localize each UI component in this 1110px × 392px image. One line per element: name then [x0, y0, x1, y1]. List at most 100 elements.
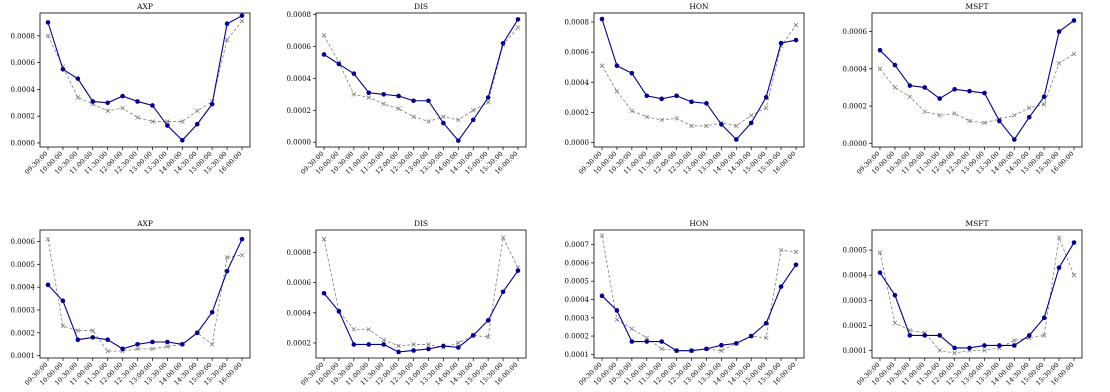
y-tick-label: 0.0007 [565, 241, 590, 249]
subplot-dis-bottom: DIS0.00020.00040.00060.000809:30:0010:00… [287, 219, 527, 387]
data-point-circle [734, 341, 739, 346]
axes-frame [315, 229, 527, 359]
data-point-circle [1056, 265, 1062, 270]
data-point-x-marker [321, 236, 327, 242]
data-point-x-marker [1071, 272, 1077, 278]
data-point-x-marker [689, 123, 694, 129]
data-point-x-marker [224, 255, 230, 260]
data-point-x-marker [426, 119, 431, 124]
data-point-circle [997, 118, 1002, 124]
data-point-x-marker [105, 108, 110, 114]
y-tick-label: 0.0002 [11, 113, 36, 121]
data-point-circle [321, 52, 327, 57]
data-point-x-marker [907, 94, 913, 100]
data-point-x-marker [659, 346, 664, 352]
data-point-circle [351, 71, 357, 76]
data-point-x-marker [644, 335, 650, 341]
data-point-circle [689, 99, 694, 105]
data-point-x-marker [224, 37, 230, 43]
series-line-dashed [601, 235, 797, 352]
y-tick-label: 0.0001 [11, 352, 36, 360]
data-point-circle [366, 342, 372, 347]
data-point-circle [1012, 137, 1017, 142]
data-point-x-marker [351, 92, 357, 97]
data-point-circle [689, 348, 694, 353]
y-tick-label: 0.0008 [287, 249, 312, 257]
y-tick-label: 0.0003 [843, 297, 868, 305]
data-point-circle [500, 289, 506, 295]
data-point-circle [336, 309, 342, 314]
y-tick-label: 0.0005 [11, 261, 36, 269]
y-tick-label: 0.0004 [565, 79, 590, 87]
data-point-circle [937, 96, 942, 101]
data-point-circle [877, 270, 883, 275]
data-point-x-marker [734, 123, 739, 129]
data-point-x-marker [952, 111, 957, 116]
data-point-circle [60, 298, 66, 304]
axes-frame [39, 229, 251, 359]
data-point-circle [1026, 114, 1032, 120]
axes-frame [315, 12, 527, 148]
data-point-circle [336, 61, 342, 67]
y-tick-label: 0.0000 [287, 139, 312, 147]
data-point-circle [485, 95, 491, 100]
data-point-x-marker [778, 247, 784, 253]
subplot-title: MSFT [965, 219, 988, 228]
data-point-circle [952, 345, 957, 351]
data-point-x-marker [396, 106, 401, 111]
data-point-x-marker [456, 340, 461, 346]
series-line-dashed [47, 20, 243, 122]
data-point-x-marker [922, 109, 928, 114]
data-point-x-marker [381, 101, 386, 107]
data-point-x-marker [321, 33, 327, 38]
series-line-dashed [601, 24, 797, 127]
data-point-circle [180, 138, 185, 143]
data-point-circle [209, 309, 215, 315]
data-point-x-marker [629, 108, 635, 114]
y-tick-label: 0.0002 [287, 107, 312, 115]
data-point-circle [614, 63, 620, 68]
data-point-circle [1012, 343, 1017, 348]
data-point-circle [500, 41, 506, 46]
data-point-x-marker [366, 95, 372, 100]
data-point-x-marker [659, 117, 664, 123]
data-point-circle [120, 93, 125, 99]
y-tick-label: 0.0006 [11, 59, 36, 67]
y-tick-label: 0.0002 [843, 322, 868, 330]
data-point-circle [426, 98, 431, 104]
y-tick-label: 0.0006 [11, 238, 36, 246]
data-point-circle [90, 335, 96, 340]
data-point-circle [411, 98, 416, 104]
data-point-x-marker [150, 346, 155, 352]
data-point-x-marker [470, 108, 476, 113]
data-point-circle [778, 284, 784, 289]
subplot-msft-bottom: MSFT0.00010.00020.00030.00040.000509:30:… [843, 219, 1083, 387]
data-point-circle [922, 333, 928, 338]
data-point-circle [599, 16, 605, 22]
data-point-circle [239, 13, 245, 18]
data-point-x-marker [982, 120, 987, 126]
series-line-solid [879, 242, 1075, 349]
series-line-solid [601, 264, 797, 352]
data-point-circle [967, 345, 972, 351]
data-point-circle [90, 99, 96, 104]
y-tick-label: 0.0002 [843, 103, 868, 111]
y-tick-label: 0.0004 [11, 86, 36, 94]
data-point-circle [674, 93, 679, 99]
y-tick-label: 0.0004 [287, 309, 312, 317]
y-tick-label: 0.0004 [843, 65, 868, 73]
subplot-msft-top: MSFT0.00000.00020.00040.000609:30:0010:0… [843, 2, 1083, 176]
data-point-x-marker [381, 337, 386, 343]
data-point-x-marker [45, 33, 51, 39]
data-point-x-marker [45, 236, 51, 242]
data-point-x-marker [366, 327, 372, 332]
data-point-circle [515, 17, 521, 22]
data-point-circle [351, 342, 357, 347]
data-point-x-marker [1056, 235, 1062, 240]
y-tick-label: 0.0000 [843, 140, 868, 148]
data-point-circle [165, 123, 170, 128]
data-point-circle [704, 101, 709, 106]
series-line-solid [47, 15, 243, 142]
data-point-circle [135, 341, 140, 347]
